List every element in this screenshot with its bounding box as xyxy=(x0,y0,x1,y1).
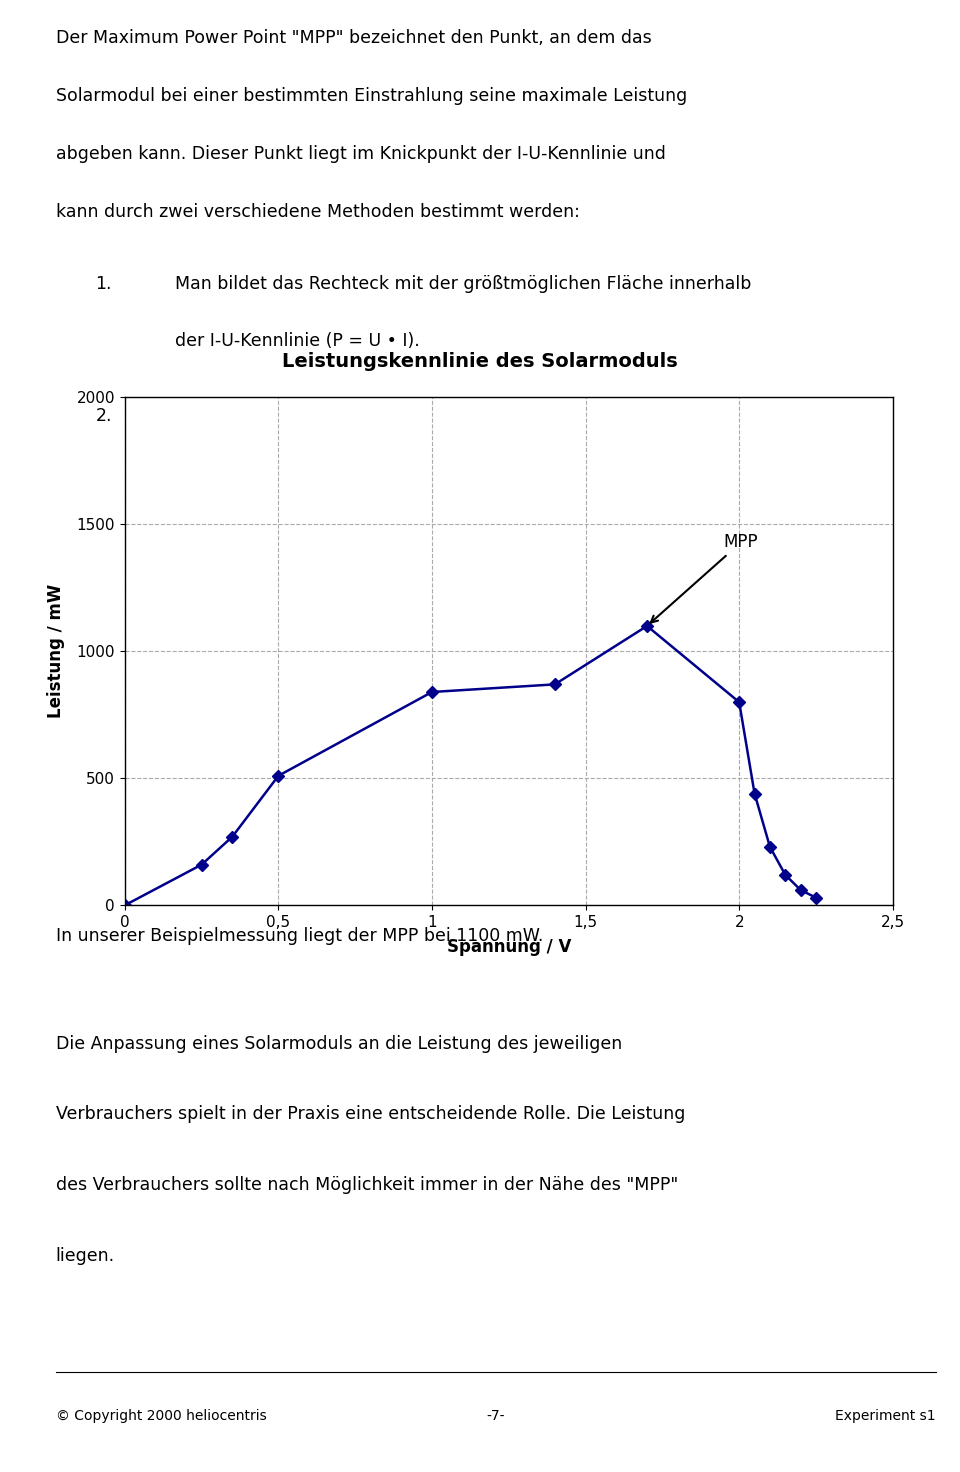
Text: 1.: 1. xyxy=(95,274,111,293)
Text: Man zeichnet ein P-U-Diagramm und liest den Wert der maximalen: Man zeichnet ein P-U-Diagramm und liest … xyxy=(175,408,759,425)
Text: abgeben kann. Dieser Punkt liegt im Knickpunkt der I-U-Kennlinie und: abgeben kann. Dieser Punkt liegt im Knic… xyxy=(56,146,665,163)
Text: -7-: -7- xyxy=(487,1409,505,1423)
Text: Leistung ab.: Leistung ab. xyxy=(175,465,281,483)
Text: kann durch zwei verschiedene Methoden bestimmt werden:: kann durch zwei verschiedene Methoden be… xyxy=(56,203,580,221)
Text: des Verbrauchers sollte nach Möglichkeit immer in der Nähe des "MPP": des Verbrauchers sollte nach Möglichkeit… xyxy=(56,1176,678,1194)
Text: In unserer Beispielmessung liegt der MPP bei 1100 mW.: In unserer Beispielmessung liegt der MPP… xyxy=(56,927,543,945)
Text: Leistungskennlinie des Solarmoduls: Leistungskennlinie des Solarmoduls xyxy=(282,352,678,371)
Text: Man bildet das Rechteck mit der größtmöglichen Fläche innerhalb: Man bildet das Rechteck mit der größtmög… xyxy=(175,274,751,293)
Text: © Copyright 2000 heliocentris: © Copyright 2000 heliocentris xyxy=(56,1409,267,1423)
Text: Die Anpassung eines Solarmoduls an die Leistung des jeweiligen: Die Anpassung eines Solarmoduls an die L… xyxy=(56,1035,622,1052)
Text: liegen.: liegen. xyxy=(56,1247,115,1264)
Text: Solarmodul bei einer bestimmten Einstrahlung seine maximale Leistung: Solarmodul bei einer bestimmten Einstrah… xyxy=(56,87,687,106)
Text: Der Maximum Power Point "MPP" bezeichnet den Punkt, an dem das: Der Maximum Power Point "MPP" bezeichnet… xyxy=(56,29,652,47)
Y-axis label: Leistung / mW: Leistung / mW xyxy=(47,584,65,718)
Text: 2.: 2. xyxy=(95,408,111,425)
X-axis label: Spannung / V: Spannung / V xyxy=(446,938,571,957)
Text: Experiment s1: Experiment s1 xyxy=(835,1409,936,1423)
Text: MPP: MPP xyxy=(651,533,758,623)
Text: Verbrauchers spielt in der Praxis eine entscheidende Rolle. Die Leistung: Verbrauchers spielt in der Praxis eine e… xyxy=(56,1105,685,1123)
Text: der I-U-Kennlinie (P = U • I).: der I-U-Kennlinie (P = U • I). xyxy=(175,333,420,350)
